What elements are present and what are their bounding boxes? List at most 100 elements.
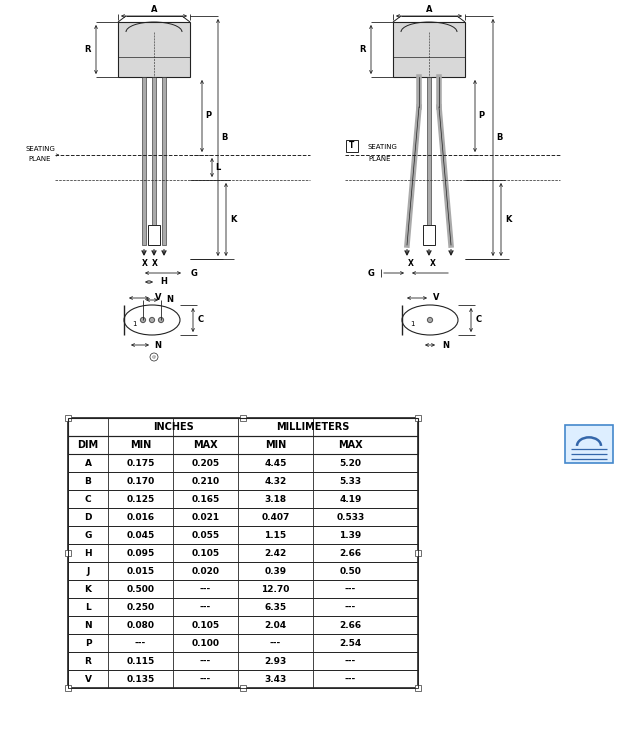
- Text: X: X: [142, 259, 148, 268]
- Text: C: C: [198, 316, 204, 325]
- Text: MAX: MAX: [193, 440, 218, 450]
- Bar: [65, 415, 71, 421]
- Text: 0.165: 0.165: [191, 494, 220, 503]
- Text: A: A: [151, 5, 157, 14]
- Bar: [68, 652, 418, 670]
- Text: L: L: [85, 602, 91, 611]
- Bar: [68, 598, 418, 616]
- Text: PLANE: PLANE: [29, 156, 51, 162]
- Text: B: B: [496, 133, 502, 142]
- Bar: [118, 22, 190, 77]
- Bar: [68, 562, 418, 580]
- Bar: [68, 472, 418, 490]
- Text: H: H: [161, 278, 168, 286]
- Text: K: K: [84, 584, 92, 593]
- Text: G: G: [368, 268, 375, 278]
- Bar: [68, 490, 418, 508]
- Text: P: P: [478, 112, 484, 121]
- Text: 6.35: 6.35: [264, 602, 287, 611]
- Text: 1.39: 1.39: [339, 530, 362, 539]
- Text: G: G: [191, 268, 197, 278]
- Text: V: V: [155, 293, 161, 302]
- Text: 0.135: 0.135: [126, 674, 155, 683]
- Circle shape: [141, 317, 145, 322]
- Text: A: A: [84, 458, 92, 467]
- Text: 0.055: 0.055: [191, 530, 220, 539]
- Text: ---: ---: [135, 638, 146, 647]
- Bar: [65, 550, 71, 556]
- Text: 0.105: 0.105: [191, 548, 220, 557]
- Text: MAX: MAX: [338, 440, 363, 450]
- Bar: [68, 418, 418, 688]
- Bar: [148, 225, 160, 245]
- Circle shape: [150, 317, 154, 322]
- Text: R: R: [360, 45, 366, 54]
- Bar: [68, 454, 418, 472]
- Text: MIN: MIN: [265, 440, 286, 450]
- Text: 4.32: 4.32: [264, 476, 287, 485]
- Text: ---: ---: [200, 584, 211, 593]
- Text: X: X: [430, 259, 436, 268]
- Text: 0.250: 0.250: [127, 602, 155, 611]
- Text: 1: 1: [132, 321, 136, 327]
- Text: K: K: [505, 215, 511, 224]
- Text: H: H: [84, 548, 92, 557]
- Circle shape: [159, 317, 163, 322]
- Text: MILLIMETERS: MILLIMETERS: [276, 422, 349, 432]
- Bar: [65, 685, 71, 691]
- Text: 5.33: 5.33: [339, 476, 362, 485]
- Text: 0.045: 0.045: [126, 530, 155, 539]
- Text: B: B: [221, 133, 227, 142]
- Bar: [142, 77, 146, 245]
- Text: PLANE: PLANE: [368, 156, 390, 162]
- Text: 2.42: 2.42: [264, 548, 287, 557]
- Text: J: J: [86, 566, 90, 575]
- Text: SEATING: SEATING: [25, 146, 55, 152]
- Text: 0.205: 0.205: [191, 458, 220, 467]
- Ellipse shape: [402, 305, 458, 335]
- Text: 0.080: 0.080: [127, 620, 154, 629]
- Bar: [68, 544, 418, 562]
- Text: 0.020: 0.020: [191, 566, 220, 575]
- Bar: [423, 225, 435, 245]
- Text: 0.39: 0.39: [264, 566, 287, 575]
- Text: MIN: MIN: [130, 440, 151, 450]
- Bar: [240, 685, 246, 691]
- Circle shape: [428, 317, 433, 322]
- Bar: [152, 77, 156, 245]
- Text: P: P: [84, 638, 92, 647]
- Text: 2.54: 2.54: [339, 638, 362, 647]
- Text: D: D: [84, 512, 92, 521]
- Bar: [415, 415, 421, 421]
- Text: 0.015: 0.015: [127, 566, 155, 575]
- Text: 0.105: 0.105: [191, 620, 220, 629]
- Bar: [68, 526, 418, 544]
- Text: ---: ---: [200, 656, 211, 665]
- Text: 5.20: 5.20: [339, 458, 362, 467]
- Bar: [240, 415, 246, 421]
- Text: A: A: [426, 5, 432, 14]
- Text: 0.115: 0.115: [126, 656, 155, 665]
- Bar: [68, 418, 418, 436]
- Text: N: N: [154, 340, 161, 350]
- Text: R: R: [84, 45, 91, 54]
- Text: 0.500: 0.500: [127, 584, 154, 593]
- Bar: [68, 670, 418, 688]
- Text: 0.125: 0.125: [126, 494, 155, 503]
- Text: B: B: [84, 476, 92, 485]
- Text: SEATING: SEATING: [368, 144, 398, 150]
- Text: C: C: [84, 494, 92, 503]
- Text: ---: ---: [345, 674, 356, 683]
- Text: ---: ---: [200, 602, 211, 611]
- Text: DIM: DIM: [77, 440, 99, 450]
- Text: 0.095: 0.095: [126, 548, 155, 557]
- Text: V: V: [433, 293, 439, 302]
- Text: P: P: [205, 112, 211, 121]
- Bar: [415, 550, 421, 556]
- Text: 0.100: 0.100: [191, 638, 220, 647]
- Text: ---: ---: [345, 602, 356, 611]
- Text: 12.70: 12.70: [261, 584, 290, 593]
- Text: ---: ---: [270, 638, 281, 647]
- Text: N: N: [84, 620, 92, 629]
- Text: X: X: [152, 259, 158, 268]
